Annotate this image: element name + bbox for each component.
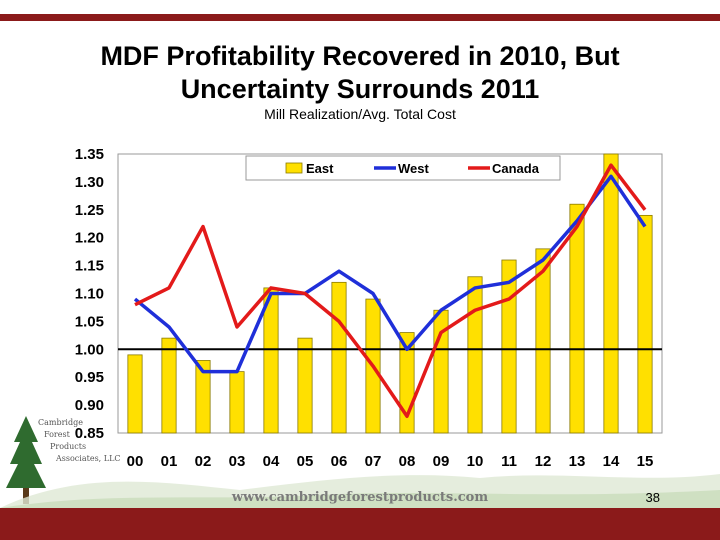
y-tick-label-7: 1.00 bbox=[75, 341, 104, 358]
bar-east-00 bbox=[127, 354, 143, 434]
y-tick-label-2: 1.25 bbox=[75, 202, 104, 219]
legend-west-label: West bbox=[398, 161, 429, 176]
logo-line-4: Associates, LLC bbox=[56, 454, 121, 463]
y-tick-label-3: 1.20 bbox=[75, 230, 104, 247]
title-line-1: MDF Profitability Recovered in 2010, But bbox=[100, 41, 620, 71]
line-west bbox=[133, 174, 647, 374]
y-tick-label-0: 1.35 bbox=[75, 146, 104, 163]
bar-east-04 bbox=[263, 287, 279, 434]
logo-line-1: Cambridge bbox=[38, 418, 83, 427]
bar-east-06 bbox=[331, 281, 347, 434]
x-tick-label-13: 13 bbox=[569, 453, 586, 470]
y-tick-label-9: 0.90 bbox=[75, 397, 104, 414]
legend-east-swatch bbox=[285, 162, 303, 174]
x-tick-label-02: 02 bbox=[195, 453, 212, 470]
x-tick-label-10: 10 bbox=[467, 453, 484, 470]
x-tick-label-01: 01 bbox=[161, 453, 178, 470]
x-tick-label-09: 09 bbox=[433, 453, 450, 470]
x-tick-label-03: 03 bbox=[229, 453, 246, 470]
y-tick-label-10: 0.85 bbox=[75, 425, 104, 442]
y-tick-label-5: 1.10 bbox=[75, 286, 104, 303]
bar-east-12 bbox=[535, 248, 551, 434]
bar-east-13 bbox=[569, 203, 585, 434]
bar-east-05 bbox=[297, 337, 313, 434]
y-tick-label-1: 1.30 bbox=[75, 174, 104, 191]
bar-east-03 bbox=[229, 371, 245, 434]
x-tick-label-05: 05 bbox=[297, 453, 314, 470]
x-tick-label-14: 14 bbox=[603, 453, 620, 470]
chart-subtitle: Mill Realization/Avg. Total Cost bbox=[264, 106, 456, 122]
x-tick-label-11: 11 bbox=[501, 453, 517, 470]
line-canada bbox=[134, 163, 647, 419]
y-tick-label-8: 0.95 bbox=[75, 369, 104, 386]
bar-east-11 bbox=[501, 259, 517, 434]
x-tick-label-04: 04 bbox=[263, 453, 280, 470]
x-tick-label-08: 08 bbox=[399, 453, 416, 470]
logo-line-3: Products bbox=[50, 442, 87, 451]
bar-east-02 bbox=[195, 360, 211, 434]
title-line-2: Uncertainty Surrounds 2011 bbox=[180, 74, 540, 104]
page-number: 38 bbox=[645, 490, 660, 505]
company-logo: Cambridge Forest Products Associates, LL… bbox=[4, 412, 121, 508]
x-tick-label-07: 07 bbox=[365, 453, 382, 470]
bar-east-01 bbox=[161, 337, 177, 434]
x-tick-label-00: 00 bbox=[127, 453, 144, 470]
x-tick-label-15: 15 bbox=[637, 453, 654, 470]
bar-east-10 bbox=[467, 276, 483, 434]
bar-east-15 bbox=[637, 214, 653, 434]
website-url: www.cambridgeforestproducts.com bbox=[231, 490, 489, 505]
x-tick-label-12: 12 bbox=[535, 453, 552, 470]
slide-title: MDF Profitability Recovered in 2010, But… bbox=[40, 40, 680, 106]
y-tick-label-6: 1.05 bbox=[75, 313, 104, 330]
bar-east-14 bbox=[603, 153, 619, 434]
top-accent-bar bbox=[0, 14, 720, 21]
y-tick-label-4: 1.15 bbox=[75, 258, 104, 275]
logo-line-2: Forest bbox=[44, 430, 70, 439]
bottom-accent-bar bbox=[0, 508, 720, 540]
x-tick-label-06: 06 bbox=[331, 453, 348, 470]
legend-canada-label: Canada bbox=[492, 161, 540, 176]
legend-east-label: East bbox=[306, 161, 334, 176]
